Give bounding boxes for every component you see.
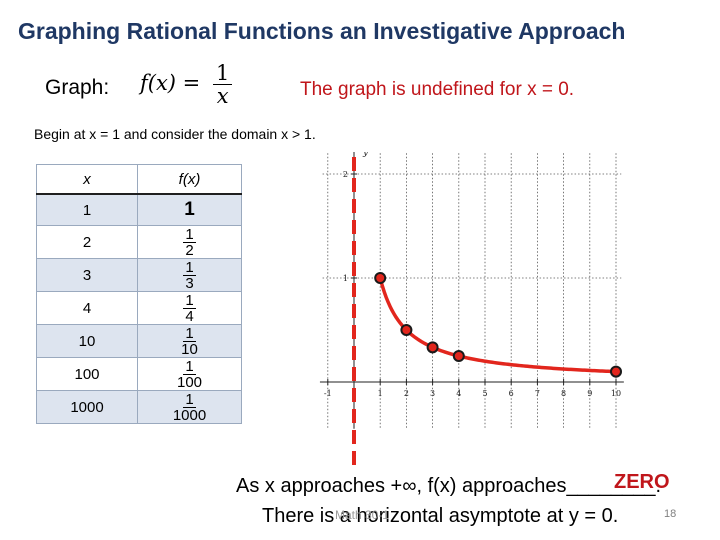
cell-fx-denominator: 2 — [185, 242, 194, 259]
cell-fx-denominator: 10 — [181, 341, 198, 358]
cell-x: 1000 — [36, 390, 138, 424]
slide-number: 18 — [664, 508, 677, 520]
cell-fx-numerator: 1 — [183, 391, 196, 408]
conclusion-line-2: There is a horizontal asymptote at y = 0… — [262, 505, 619, 527]
formula-fraction: 1 x — [212, 62, 233, 108]
table-row: 1 1 — [36, 193, 242, 226]
header-fx: f(x) — [137, 164, 242, 195]
cell-fx-denominator: 4 — [185, 308, 194, 325]
cell-fx: 1 100 — [137, 357, 242, 391]
cell-fx-numerator: 1 — [183, 358, 196, 375]
x-tick-label: 5 — [482, 389, 487, 398]
x-tick-label: 4 — [456, 389, 461, 398]
x-tick-label: 1 — [378, 389, 383, 398]
data-point — [374, 272, 387, 284]
cell-fx-denominator: 100 — [176, 374, 203, 391]
conclusion-line-1: As x approaches +∞, f(x) approaches_____… — [236, 475, 662, 497]
cell-fx-denominator: 1000 — [172, 407, 207, 424]
x-tick-label: 7 — [535, 389, 540, 398]
cell-fx: 1 — [137, 193, 242, 226]
table-row: 100 1 100 — [36, 357, 242, 391]
cell-fx-numerator: 1 — [183, 259, 196, 276]
x-tick-label: 2 — [404, 389, 409, 398]
cell-x: 1 — [36, 193, 138, 226]
header-x: x — [36, 164, 138, 195]
graph-label: Graph: — [45, 76, 110, 99]
data-point — [400, 324, 413, 336]
table-row: 10 1 10 — [36, 324, 242, 358]
x-tick-label: 9 — [587, 389, 592, 398]
cell-x: 2 — [36, 225, 138, 259]
cell-fx-numerator: 1 — [183, 226, 196, 243]
cell-x: 4 — [36, 291, 138, 325]
undefined-note: The graph is undefined for x = 0. — [300, 79, 575, 100]
table-header-row: x f(x) — [36, 164, 242, 195]
x-tick-label: -1 — [324, 389, 332, 398]
formula-lhs: f(x) = — [140, 71, 201, 95]
x-tick-label: 6 — [509, 389, 514, 398]
cell-fx-numerator: 1 — [183, 325, 196, 342]
table-row: 1000 1 1000 — [36, 390, 242, 424]
watermark: Math 30-1 — [335, 508, 390, 522]
y-tick-label: 2 — [343, 170, 348, 179]
cell-x: 10 — [36, 324, 138, 358]
answer-text: ZERO — [614, 471, 670, 493]
x-tick-label: 10 — [611, 389, 621, 398]
cell-fx: 1 1000 — [137, 390, 242, 424]
cell-fx-denominator: 3 — [185, 275, 194, 292]
y-axis-label: y — [362, 152, 369, 158]
formula-numerator: 1 — [212, 62, 233, 85]
slide-title: Graphing Rational Functions an Investiga… — [18, 18, 626, 44]
data-point — [452, 350, 465, 362]
x-tick-label: 8 — [561, 389, 566, 398]
formula-denominator: x — [216, 84, 229, 108]
data-point — [610, 365, 622, 378]
y-tick-label: 1 — [343, 274, 348, 283]
data-point — [426, 341, 439, 354]
function-formula: f(x) = 1 x — [140, 62, 233, 108]
x-tick-label: 3 — [430, 389, 435, 398]
graph-plot: -1 1 2 3 4 5 6 7 8 9 10 1 2 y — [319, 152, 624, 468]
cell-x: 100 — [36, 357, 138, 391]
domain-note: Begin at x = 1 and consider the domain x… — [34, 126, 316, 142]
curve-line — [378, 276, 618, 374]
cell-fx-numerator: 1 — [183, 292, 196, 309]
cell-fx: 1 10 — [137, 324, 242, 358]
cell-fx-value: 1 — [184, 199, 195, 220]
cell-x: 3 — [36, 258, 138, 292]
